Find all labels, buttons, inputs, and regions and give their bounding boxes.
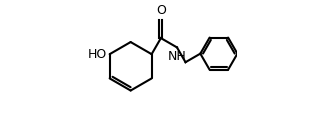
Text: HO: HO <box>88 48 107 61</box>
Text: NH: NH <box>168 50 186 63</box>
Text: O: O <box>156 4 166 17</box>
